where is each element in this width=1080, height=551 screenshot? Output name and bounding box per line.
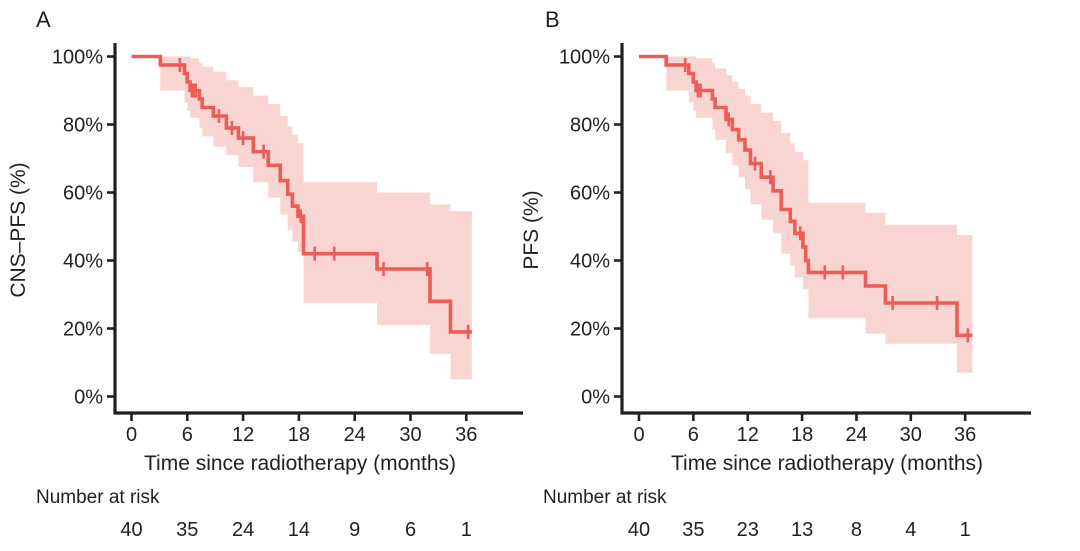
y-tick-label: 40% [570, 251, 610, 273]
y-tick-label: 100% [52, 47, 103, 69]
x-tick-label: 12 [737, 424, 759, 446]
y-tick-label: 80% [570, 115, 610, 137]
risk-count: 8 [851, 519, 862, 541]
x-tick-label: 30 [399, 424, 421, 446]
panel-b-number-at-risk-label: Number at risk [543, 487, 667, 508]
panel-letter-b: B [545, 7, 560, 32]
panel-a-plot: 0 6 12 18 24 30 36 0% 20% 40% 60% 80% 100% 40 35 24 14 9 6… [7, 7, 523, 541]
axis-lines [113, 43, 523, 415]
y-tick-label: 40% [63, 251, 103, 273]
x-tick-label: 0 [633, 424, 644, 446]
panel-letter-a: A [36, 7, 51, 32]
x-tick-label: 30 [900, 424, 922, 446]
risk-count: 1 [960, 519, 971, 541]
x-tick-label: 12 [232, 424, 254, 446]
panel-a-plot-layers: 0 6 12 18 24 30 36 0% 20% 40% 60% 80% 100% 40 35 24 14 9 6… [52, 43, 523, 541]
confidence-band [666, 56, 973, 373]
risk-count: 23 [737, 519, 759, 541]
panel-a-y-axis-title: CNS–PFS (%) [7, 162, 30, 297]
x-tick-label: 18 [288, 424, 310, 446]
x-tick-label: 6 [182, 424, 193, 446]
panel-b-x-axis-title: Time since radiotherapy (months) [671, 452, 983, 475]
axis-lines [620, 43, 1031, 415]
y-tick-label: 60% [570, 183, 610, 205]
y-tick-label: 80% [63, 115, 103, 137]
x-tick-label: 36 [954, 424, 976, 446]
risk-count: 6 [405, 519, 416, 541]
risk-count: 24 [232, 519, 254, 541]
risk-count: 1 [461, 519, 472, 541]
y-tick-label: 60% [63, 183, 103, 205]
x-tick-label: 24 [344, 424, 366, 446]
y-tick-label: 20% [63, 319, 103, 341]
panel-a-x-axis-title: Time since radiotherapy (months) [144, 452, 456, 475]
panel-b-plot-layers: 0 6 12 18 24 30 36 0% 20% 40% 60% 80% 100% 40 35 23 13 8 4… [559, 43, 1031, 541]
risk-count: 13 [791, 519, 813, 541]
risk-count: 35 [176, 519, 198, 541]
y-tick-label: 0% [74, 387, 103, 409]
panel-b-y-axis-title: PFS (%) [520, 190, 543, 269]
y-tick-label: 0% [581, 387, 610, 409]
y-tick-label: 20% [570, 319, 610, 341]
panel-a-number-at-risk-label: Number at risk [36, 487, 160, 508]
risk-count: 14 [288, 519, 310, 541]
risk-count: 40 [120, 519, 142, 541]
survival-curve [131, 54, 472, 334]
x-tick-label: 36 [455, 424, 477, 446]
risk-count: 4 [905, 519, 916, 541]
panel-b-plot: 0 6 12 18 24 30 36 0% 20% 40% 60% 80% 100% 40 35 23 13 8 4… [520, 7, 1031, 541]
x-tick-label: 6 [688, 424, 699, 446]
risk-count: 9 [349, 519, 360, 541]
risk-count: 40 [628, 519, 650, 541]
risk-count: 35 [682, 519, 704, 541]
x-tick-label: 18 [791, 424, 813, 446]
y-tick-label: 100% [559, 47, 610, 69]
x-tick-label: 24 [845, 424, 867, 446]
panel-b: 0 6 12 18 24 30 36 0% 20% 40% 60% 80% 100% 40 35 23 13 8 4… [520, 0, 1080, 551]
panel-a: 0 6 12 18 24 30 36 0% 20% 40% 60% 80% 100% 40 35 24 14 9 6… [7, 7, 523, 541]
confidence-band [160, 56, 472, 380]
x-tick-label: 0 [126, 424, 137, 446]
